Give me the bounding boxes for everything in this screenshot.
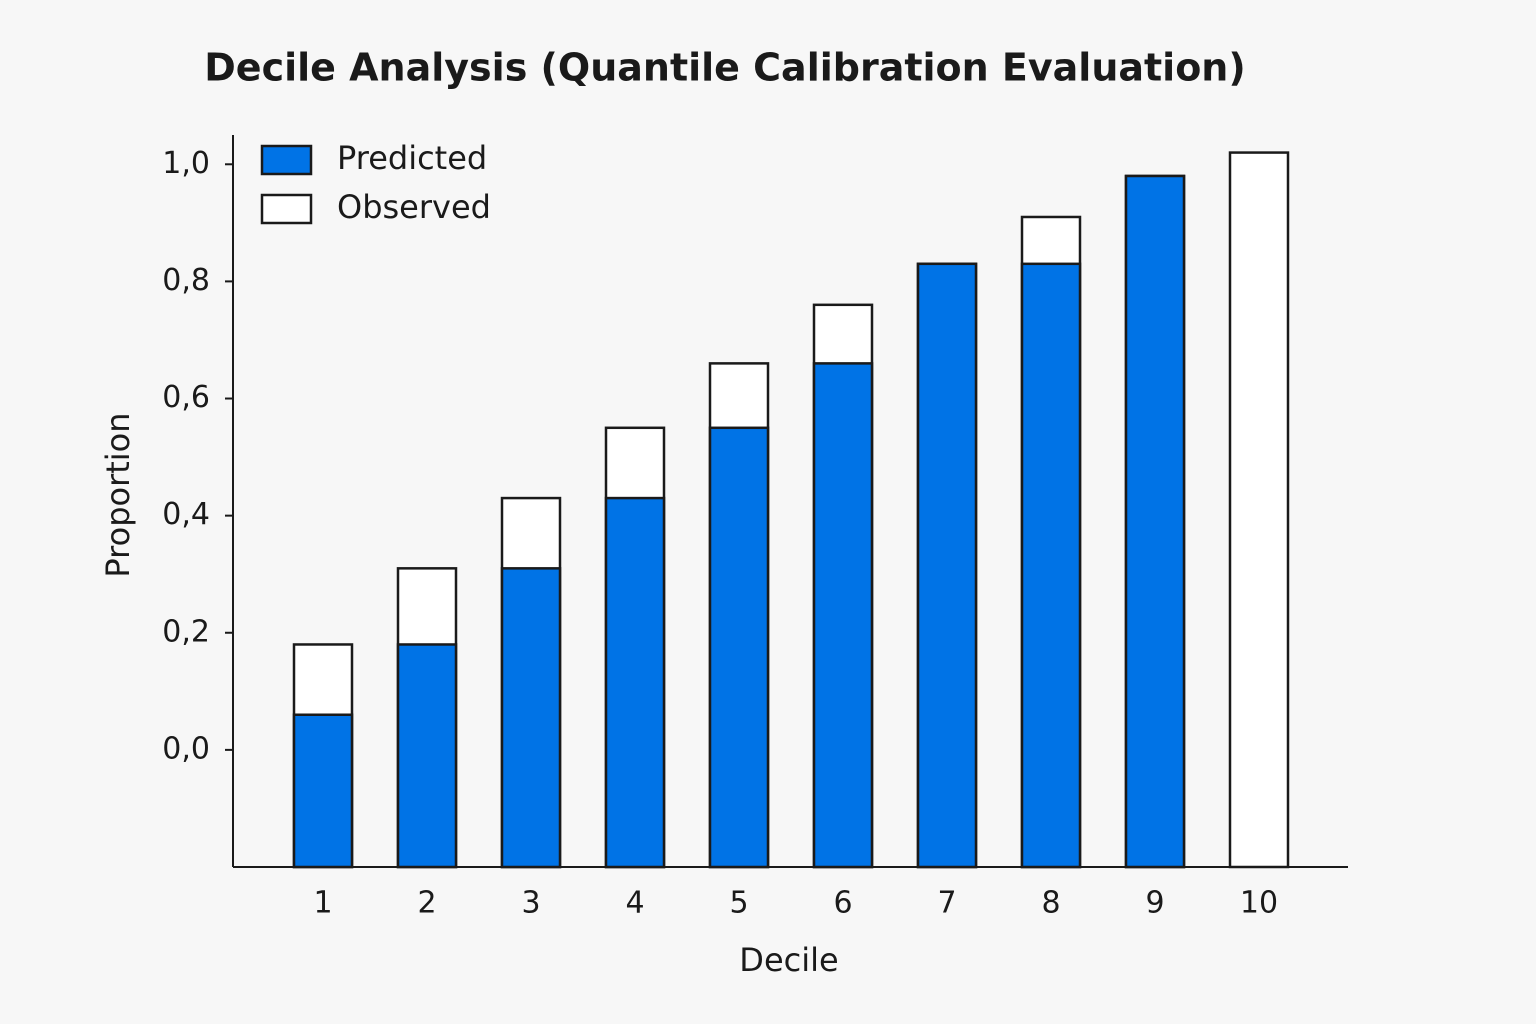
bar: [500, 567, 562, 869]
bar: [396, 643, 458, 869]
y-tick-label: 1,0: [162, 146, 210, 181]
bar: [604, 496, 666, 869]
bar: [916, 262, 978, 869]
legend-swatch: [260, 144, 313, 176]
y-axis-label: Proportion: [99, 412, 137, 577]
y-tick-label: 0,8: [162, 263, 210, 298]
y-tick-label: 0,4: [162, 497, 210, 532]
legend-label: Predicted: [337, 139, 487, 177]
x-axis-label: Decile: [739, 941, 838, 979]
legend-label: Observed: [337, 188, 491, 226]
y-tick-label: 0,6: [162, 380, 210, 415]
bar: [1124, 174, 1186, 869]
bar: [1228, 151, 1290, 869]
x-tick-label: 6: [833, 886, 852, 921]
x-tick-label: 3: [521, 886, 540, 921]
x-tick-label: 7: [937, 886, 956, 921]
y-tick-label: 0,0: [162, 731, 210, 766]
bar: [812, 362, 874, 869]
x-tick-label: 2: [417, 886, 436, 921]
bar: [708, 426, 770, 869]
legend-swatch: [260, 193, 313, 225]
bar: [292, 713, 354, 869]
x-tick-label: 10: [1240, 886, 1278, 921]
x-tick-label: 1: [313, 886, 332, 921]
y-tick-label: 0,2: [162, 614, 210, 649]
x-tick-label: 4: [625, 886, 644, 921]
bar: [1020, 262, 1082, 869]
x-tick-label: 8: [1041, 886, 1060, 921]
x-tick-label: 5: [729, 886, 748, 921]
x-tick-label: 9: [1145, 886, 1164, 921]
chart-title: Decile Analysis (Quantile Calibration Ev…: [204, 46, 1245, 90]
